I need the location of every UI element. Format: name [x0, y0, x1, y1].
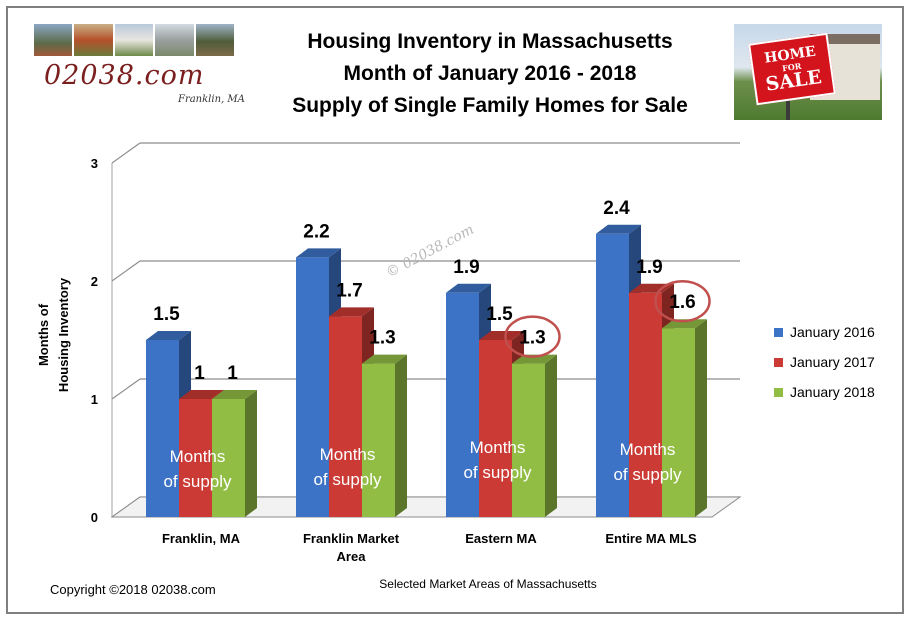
site-logo: 02038.com Franklin, MA — [30, 22, 258, 114]
x-tick-label: Franklin, MA — [162, 531, 241, 546]
brand-name: 02038.com — [44, 60, 205, 91]
bar — [179, 399, 212, 517]
bar-caption: of supply — [463, 463, 532, 482]
bar-caption: Months — [170, 447, 226, 466]
data-label: 1.3 — [369, 328, 395, 349]
bar-top — [596, 224, 641, 234]
y-tick-label: 2 — [91, 274, 98, 289]
bar-top — [362, 354, 407, 364]
gridline-side — [111, 378, 141, 400]
highlight-circle — [654, 279, 711, 323]
data-label: 1.9 — [453, 257, 479, 278]
sign-post — [786, 94, 790, 120]
data-label: 1.5 — [486, 304, 513, 325]
data-label: 1.9 — [636, 257, 662, 278]
legend-swatch — [774, 328, 783, 337]
bar — [596, 233, 629, 518]
bar-top — [146, 331, 191, 340]
bar — [446, 292, 479, 517]
y-axis-title: Months of — [36, 303, 51, 366]
highlight-circle — [504, 315, 561, 358]
bar — [146, 340, 179, 517]
data-label: 1.5 — [153, 304, 180, 325]
bar — [329, 316, 362, 517]
x-tick-label: Entire MA MLS — [605, 531, 697, 546]
title-line-3: Supply of Single Family Homes for Sale — [292, 94, 688, 117]
bar-top — [329, 307, 374, 317]
chart-title: Housing Inventory in Massachusetts Month… — [260, 26, 720, 122]
bar-caption: of supply — [163, 472, 232, 491]
y-tick-label: 3 — [91, 156, 98, 171]
data-label: 1 — [227, 363, 238, 384]
bar-side — [245, 390, 257, 517]
bar-top — [179, 390, 224, 399]
y-tick-label: 1 — [91, 392, 98, 407]
legend-label: January 2018 — [790, 384, 875, 400]
data-label: 2.4 — [603, 198, 630, 219]
x-tick-label: Franklin Market — [303, 531, 400, 546]
bar-side — [395, 354, 407, 517]
x-axis-title: Selected Market Areas of Massachusetts — [379, 577, 596, 591]
bar-top — [662, 319, 707, 329]
data-label: 1.6 — [669, 292, 695, 313]
bar — [296, 257, 329, 517]
data-label: 1.3 — [519, 328, 545, 349]
bar — [362, 363, 395, 517]
bar — [212, 399, 245, 517]
legend-swatch — [774, 358, 783, 367]
bar-side — [695, 319, 707, 517]
bar-caption: of supply — [613, 465, 682, 484]
brand-location: Franklin, MA — [178, 94, 245, 105]
legend-label: January 2016 — [790, 324, 875, 340]
legend-label: January 2017 — [790, 354, 875, 370]
bar — [629, 292, 662, 517]
bar-top — [212, 390, 257, 399]
data-label: 1.7 — [336, 280, 362, 301]
bar — [662, 328, 695, 517]
x-tick-label: Eastern MA — [465, 531, 537, 546]
bar-top — [296, 248, 341, 258]
bar-side — [545, 354, 557, 517]
copyright-text: Copyright ©2018 02038.com — [50, 582, 216, 597]
data-label: 1 — [194, 363, 205, 384]
y-tick-label: 0 — [91, 510, 98, 525]
bar — [479, 340, 512, 517]
gridline-side — [111, 260, 141, 282]
for-sale-sign-photo: HOME FOR SALE — [734, 24, 882, 120]
y-axis-title: Housing Inventory — [56, 277, 71, 392]
bar-top — [479, 331, 524, 340]
bar-top — [446, 283, 491, 293]
title-line-2: Month of January 2016 - 2018 — [343, 62, 637, 85]
bar — [512, 363, 545, 517]
title-line-1: Housing Inventory in Massachusetts — [307, 30, 673, 53]
house-photo-strip — [34, 24, 235, 56]
bar-caption: Months — [620, 440, 676, 459]
gridline-side — [111, 142, 141, 164]
bar-top — [512, 354, 557, 364]
legend-swatch — [774, 388, 783, 397]
data-label: 2.2 — [303, 221, 329, 242]
bar-caption: of supply — [313, 470, 382, 489]
x-tick-label: Area — [337, 549, 367, 564]
bar-caption: Months — [320, 445, 376, 464]
bar-caption: Months — [470, 438, 526, 457]
